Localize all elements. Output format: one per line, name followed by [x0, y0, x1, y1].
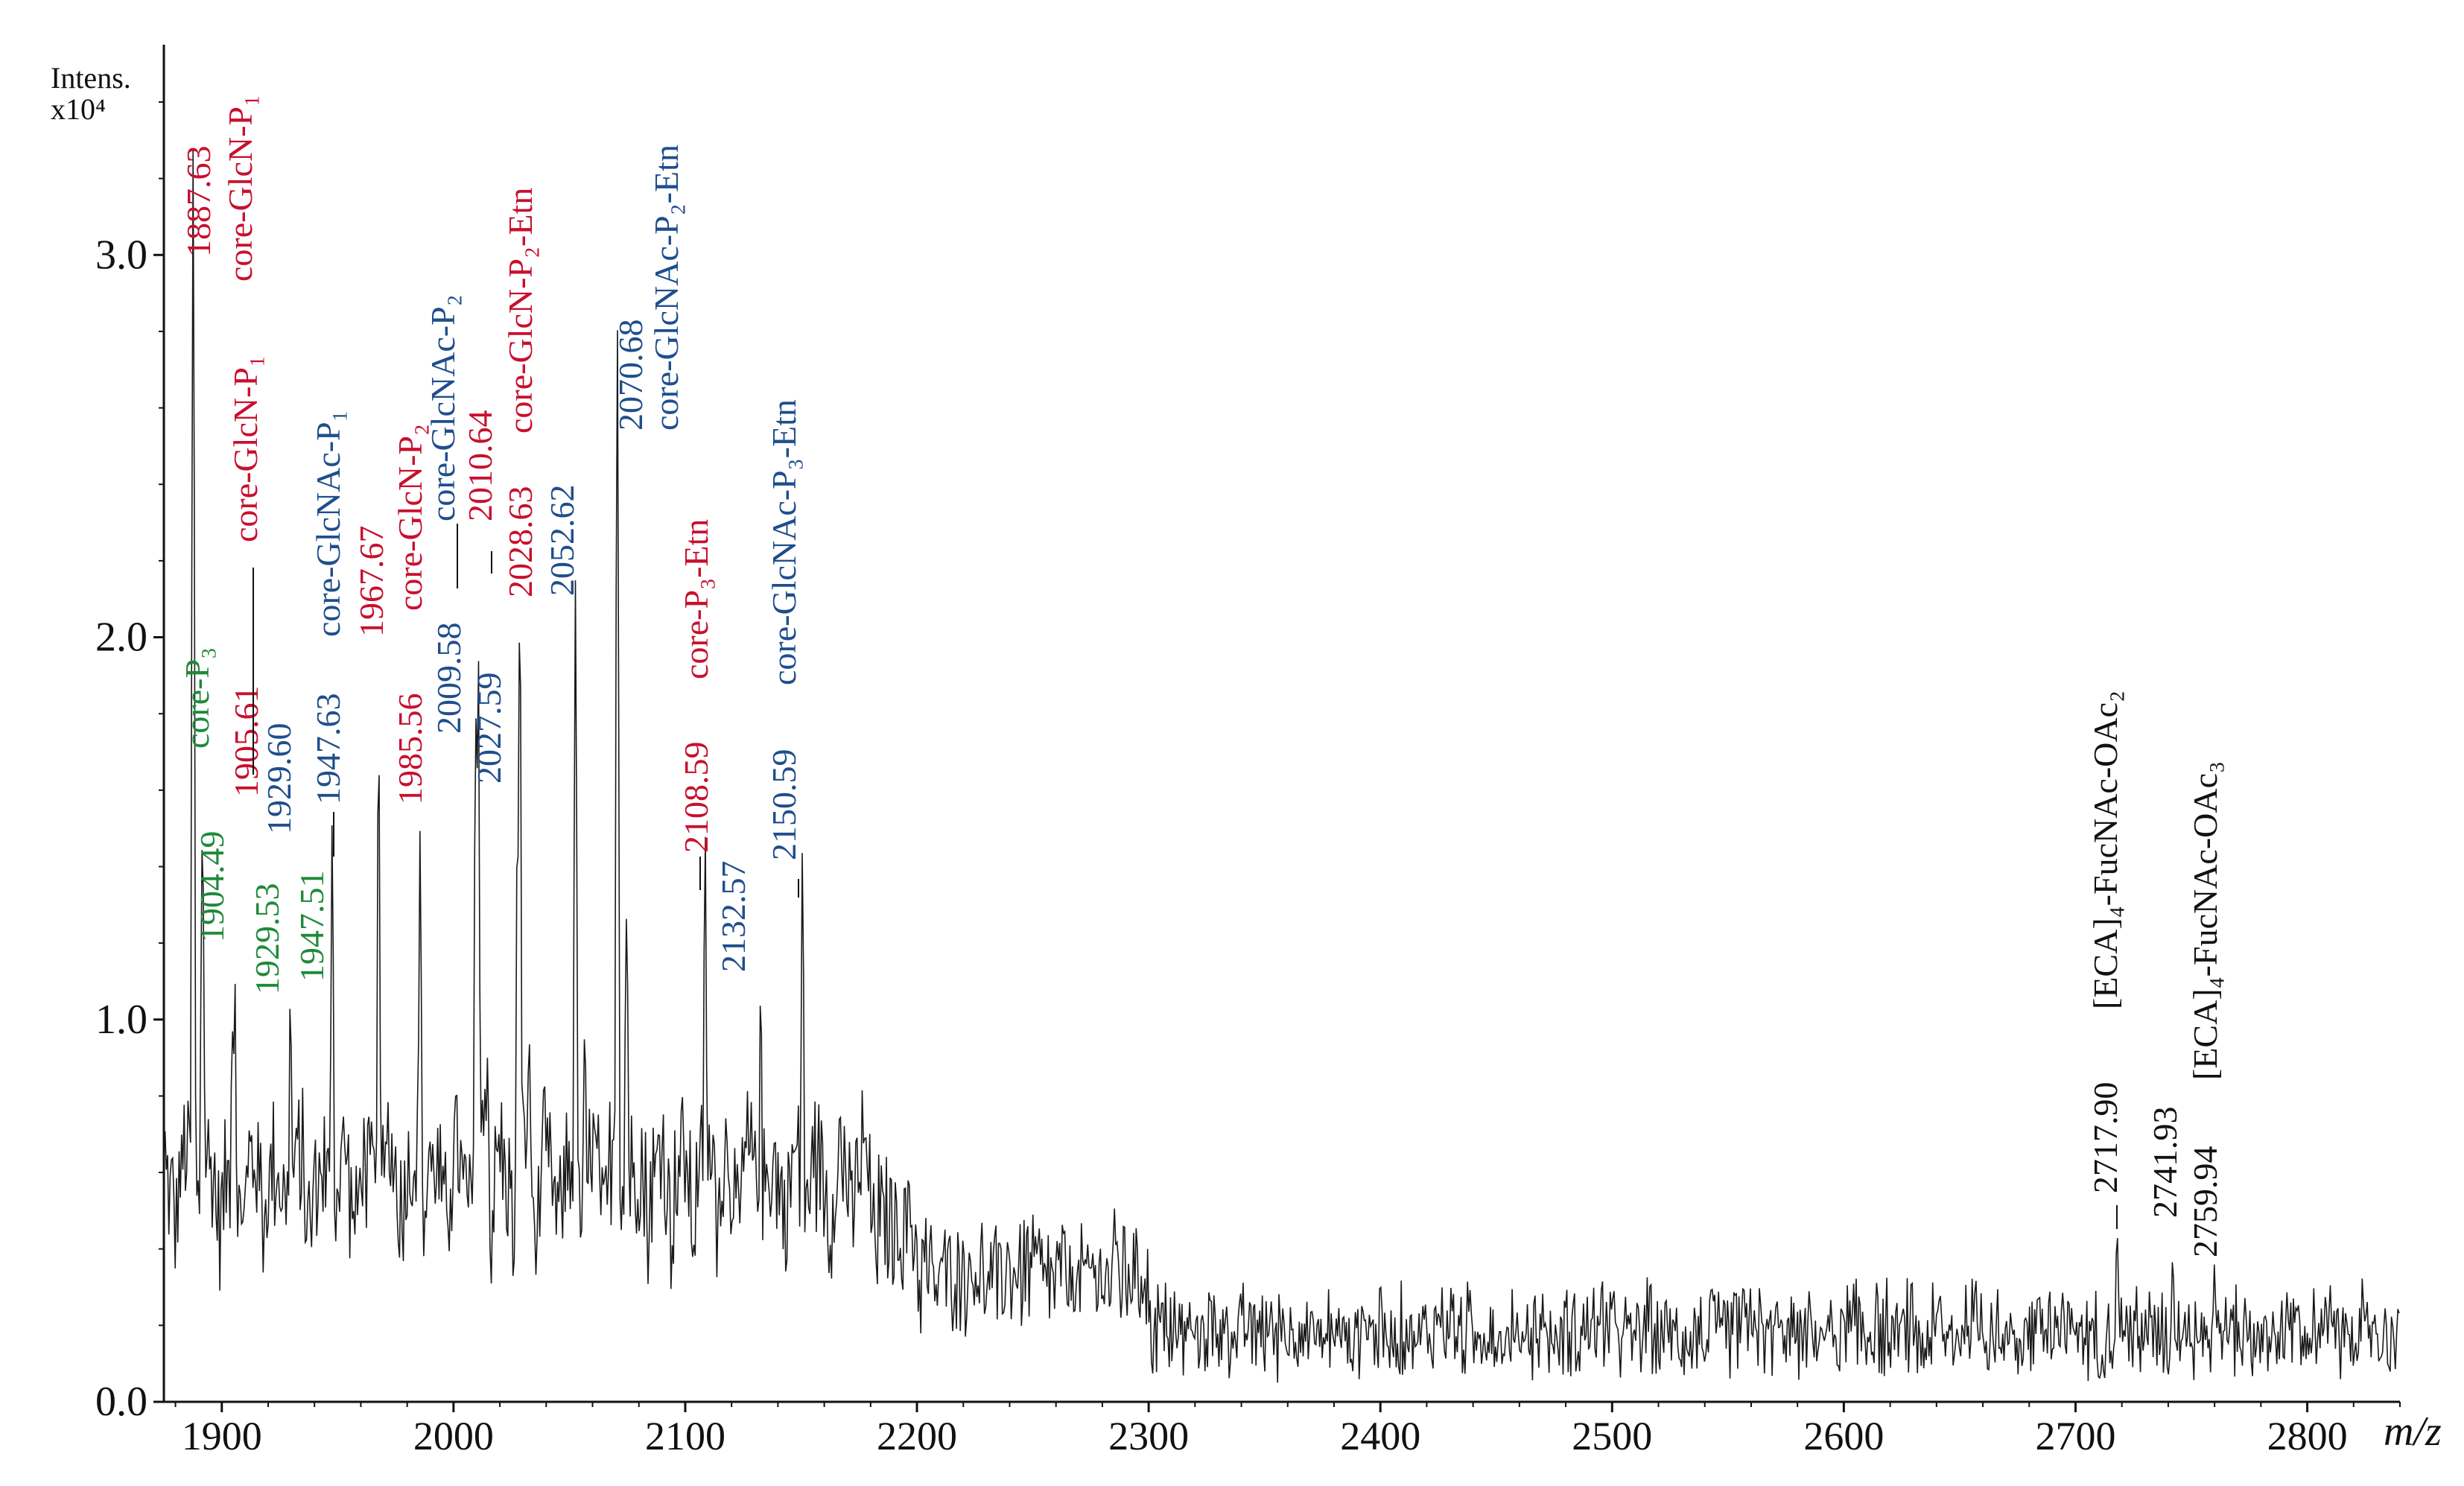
peak-annotation: 2150.59 [765, 749, 803, 861]
x-tick-label: 2300 [1108, 1414, 1189, 1458]
peak-annotation: 1947.51 [293, 871, 331, 982]
x-tick-label: 2400 [1340, 1414, 1420, 1458]
x-tick-label: 2500 [1572, 1414, 1652, 1458]
y-axis-label-line2: x10⁴ [51, 92, 106, 126]
y-tick-label: 1.0 [95, 997, 147, 1043]
peak-annotation: core-GlcN-P₂-Etn [501, 188, 539, 434]
plot-area [164, 149, 2400, 1383]
peak-labels: 1887.63 core-GlcN-P₁core-GlcN-P₁core-P₃19… [178, 95, 2224, 1257]
peak-annotation: 2108.59 [677, 742, 715, 854]
peak-annotation: 1929.53 [248, 883, 286, 995]
y-axis-ticks: 0.0 1.0 2.0 3.0 [95, 101, 164, 1425]
peak-annotation: 2027.59 [470, 673, 508, 784]
peak-annotation: 1967.67 [352, 526, 390, 638]
peak-annotation: core-GlcN-P₁ [226, 355, 264, 542]
peak-annotation: [ECA]₄-FucNAc-OAc₃ [2186, 761, 2224, 1080]
peak-annotation: 2132.57 [714, 861, 752, 973]
y-tick-label: 0.0 [95, 1379, 147, 1425]
peak-annotation: core-GlcNAc-P₂-Etn [647, 145, 685, 431]
peak-annotation: 1947.63 [309, 693, 347, 805]
peak-annotation: [ECA]₄-FucNAc-OAc₂ [2086, 690, 2124, 1009]
peak-annotation: 2070.68 [612, 320, 650, 431]
peak-annotation: 1904.49 [193, 831, 231, 943]
peak-annotation: 2052.62 [543, 485, 581, 597]
y-tick-label: 2.0 [95, 615, 147, 661]
x-tick-label: 1900 [182, 1414, 262, 1458]
peak-annotation: core-GlcN-P₂ [391, 424, 429, 611]
x-tick-label: 2100 [645, 1414, 725, 1458]
x-tick-label: 2600 [1803, 1414, 1884, 1458]
axes [162, 45, 2400, 1403]
x-tick-label: 2800 [2267, 1414, 2348, 1458]
peak-annotation: 1985.56 [391, 693, 429, 805]
peak-annotation: core-GlcNAc-P₁ [309, 410, 347, 637]
peak-annotation: 1905.61 [227, 686, 265, 798]
x-axis-label: m/z [2384, 1409, 2442, 1455]
peak-annotation: 2009.58 [430, 623, 468, 734]
y-axis-label-line1: Intens. [51, 61, 131, 95]
peak-annotation: core-GlcN-P₁ [221, 95, 259, 282]
spectrum-trace [164, 149, 2400, 1383]
peak-annotation: 1929.60 [260, 723, 298, 835]
peak-annotation: core-P₃ [178, 647, 216, 749]
peak-annotation: core-GlcNAc-P₂ [424, 294, 462, 521]
peak-annotation: 2741.93 [2146, 1107, 2184, 1219]
peak-annotation: core-P₃-Etn [677, 519, 715, 679]
x-tick-label: 2200 [877, 1414, 957, 1458]
peak-annotation: 2759.94 [2186, 1146, 2224, 1258]
peak-annotation: 2717.90 [2086, 1082, 2124, 1194]
peak-annotation: 1887.63 [180, 146, 217, 258]
x-axis-ticks: 1900 2000 2100 2200 2300 2400 2500 2600 2700 2800 [174, 1402, 2401, 1458]
y-tick-label: 3.0 [95, 232, 147, 278]
peak-annotation: 2028.63 [501, 486, 539, 598]
peak-annotation: 2010.64 [461, 410, 499, 522]
peak-annotation: core-GlcNAc-P₃-Etn [765, 399, 803, 685]
x-tick-label: 2700 [2035, 1414, 2115, 1458]
x-tick-label: 2000 [413, 1414, 494, 1458]
